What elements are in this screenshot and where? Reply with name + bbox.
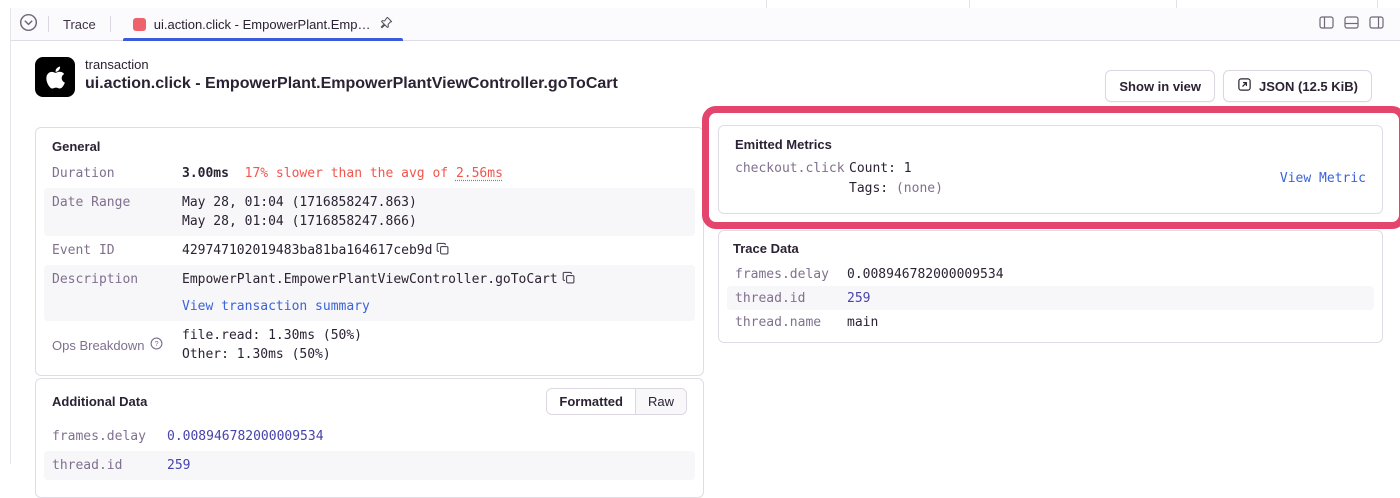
copy-description-button[interactable]: [562, 271, 576, 288]
view-transaction-summary-link[interactable]: View transaction summary: [182, 299, 370, 314]
chevron-down-circle-icon: [19, 13, 38, 35]
keyvalue-row: thread.name main: [727, 310, 1374, 334]
keyvalue-row: thread.id 259: [44, 451, 695, 480]
general-section-card: General Duration 3.00ms 17% slower than …: [35, 127, 704, 376]
copy-icon: [562, 273, 576, 288]
row-value: 259: [847, 289, 1366, 308]
duration-row: Duration 3.00ms 17% slower than the avg …: [44, 159, 695, 188]
row-value: 0.008946782000009534: [847, 265, 1366, 284]
row-key: thread.id: [735, 289, 847, 308]
dock-left-layout-button[interactable]: [1319, 16, 1334, 32]
pin-icon: [379, 16, 393, 33]
event-header: transaction ui.action.click - EmpowerPla…: [35, 57, 618, 97]
metric-name: checkout.click: [735, 159, 849, 179]
show-in-view-button[interactable]: Show in view: [1105, 70, 1215, 102]
duration-comparison: 17% slower than the avg of 2.56ms: [245, 166, 503, 181]
collapse-drawer-button[interactable]: [19, 13, 38, 35]
copy-icon: [436, 244, 450, 259]
date-range-start: May 28, 01:04 (1716858247.863): [182, 193, 687, 212]
tags-label: Tags:: [849, 181, 888, 196]
trace-detail-drawer: Trace ui.action.click - EmpowerPlant.Emp…: [10, 8, 1400, 464]
row-key: Duration: [52, 164, 182, 183]
row-value: 259: [167, 456, 687, 475]
keyvalue-row: frames.delay 0.008946782000009534: [727, 262, 1374, 286]
active-tab-indicator: [123, 38, 403, 41]
dock-right-layout-button[interactable]: [1369, 16, 1384, 32]
event-id-value: 429747102019483ba81ba164617ceb9d: [182, 243, 432, 258]
trace-data-card: Trace Data frames.delay 0.00894678200000…: [718, 230, 1383, 343]
pin-tab-button[interactable]: [379, 16, 393, 33]
row-key: Date Range: [52, 193, 182, 231]
avg-duration-tooltip-trigger[interactable]: 2.56ms: [456, 166, 503, 181]
count-value: 1: [904, 161, 912, 176]
json-download-button[interactable]: JSON (12.5 KiB): [1223, 70, 1372, 102]
keyvalue-row: frames.delay 0.008946782000009534: [44, 422, 695, 451]
help-circle-icon[interactable]: ?: [150, 336, 163, 355]
copy-event-id-button[interactable]: [436, 242, 450, 259]
date-range-row: Date Range May 28, 01:04 (1716858247.863…: [44, 188, 695, 236]
formatted-toggle-button[interactable]: Formatted: [547, 389, 636, 414]
date-range-end: May 28, 01:04 (1716858247.866): [182, 212, 687, 231]
general-section-title: General: [36, 128, 703, 159]
transaction-tab-label: ui.action.click - EmpowerPlant.Emp…: [154, 17, 371, 32]
ops-breakdown-other: Other: 1.30ms (50%): [182, 345, 687, 364]
divider: [48, 16, 49, 32]
view-metric-link[interactable]: View Metric: [1280, 169, 1366, 189]
row-key: frames.delay: [735, 265, 847, 284]
row-key: Ops Breakdown: [52, 336, 145, 355]
transaction-tab[interactable]: ui.action.click - EmpowerPlant.Emp…: [121, 8, 405, 41]
ops-breakdown-row: Ops Breakdown ? file.read: 1.30ms (50%) …: [44, 321, 695, 369]
background-column-divider: [969, 0, 970, 8]
background-column-divider: [766, 0, 767, 8]
format-toggle: Formatted Raw: [546, 388, 687, 415]
row-value: main: [847, 313, 1366, 332]
ops-breakdown-file-read: file.read: 1.30ms (50%): [182, 326, 687, 345]
event-id-row: Event ID 429747102019483ba81ba164617ceb9…: [44, 236, 695, 265]
trace-breadcrumb[interactable]: Trace: [59, 17, 100, 32]
background-column-divider: [1176, 0, 1177, 8]
event-type-label: transaction: [85, 57, 618, 72]
additional-data-card: Additional Data Formatted Raw frames.del…: [35, 378, 704, 498]
background-column-divider: [1377, 0, 1378, 8]
row-value: 0.008946782000009534: [167, 427, 687, 446]
external-link-icon: [1237, 77, 1252, 95]
event-title: ui.action.click - EmpowerPlant.EmpowerPl…: [85, 75, 618, 93]
layout-right-panel-icon: [1369, 16, 1384, 32]
additional-data-title: Additional Data: [52, 394, 147, 409]
row-key: Event ID: [52, 241, 182, 260]
apple-platform-icon: [35, 57, 75, 97]
row-key: frames.delay: [52, 427, 167, 446]
drawer-tab-bar: Trace ui.action.click - EmpowerPlant.Emp…: [11, 8, 1400, 41]
trace-data-title: Trace Data: [719, 231, 1382, 262]
svg-text:?: ?: [154, 339, 158, 348]
divider: [110, 16, 111, 32]
row-key: thread.name: [735, 313, 847, 332]
description-row: Description EmpowerPlant.EmpowerPlantVie…: [44, 265, 695, 321]
description-value: EmpowerPlant.EmpowerPlantViewController.…: [182, 272, 558, 287]
layout-left-panel-icon: [1319, 16, 1334, 32]
row-key: thread.id: [52, 456, 167, 475]
tags-value: (none): [896, 181, 943, 196]
emitted-metrics-card: Emitted Metrics checkout.click Count: 1 …: [718, 125, 1383, 214]
emitted-metrics-title: Emitted Metrics: [719, 126, 1382, 157]
dock-bottom-layout-button[interactable]: [1344, 16, 1359, 32]
transaction-color-swatch-icon: [133, 18, 146, 31]
count-label: Count:: [849, 161, 896, 176]
layout-bottom-panel-icon: [1344, 16, 1359, 32]
keyvalue-row: thread.id 259: [727, 286, 1374, 310]
raw-toggle-button[interactable]: Raw: [636, 389, 686, 414]
duration-value: 3.00ms: [182, 166, 229, 181]
row-key: Description: [52, 270, 182, 316]
